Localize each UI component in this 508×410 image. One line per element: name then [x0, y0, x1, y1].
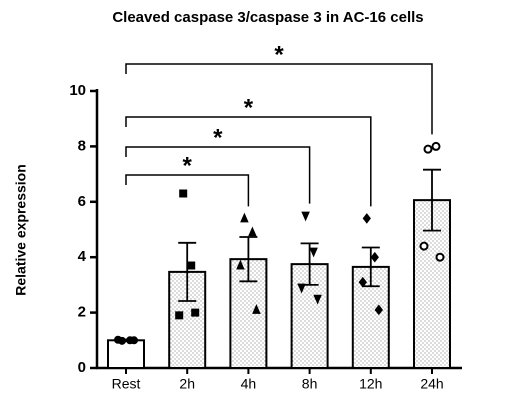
data-point [191, 308, 200, 317]
significance-label: * [274, 41, 284, 68]
data-point [435, 252, 445, 262]
y-tick-label: 10 [69, 82, 86, 99]
significance-label: * [213, 124, 223, 151]
y-tick-label: 2 [78, 304, 86, 321]
y-tick-label: 8 [78, 137, 86, 154]
x-tick-label: 24h [420, 376, 443, 392]
error-bar [239, 236, 258, 283]
bar [107, 339, 145, 369]
data-point [419, 241, 429, 251]
x-tick-label: 8h [302, 376, 318, 392]
data-point [240, 212, 249, 223]
data-point [313, 294, 322, 305]
y-tick-label: 6 [78, 193, 86, 210]
x-tick-label: 4h [241, 376, 257, 392]
data-point [175, 311, 184, 320]
data-point [179, 189, 188, 198]
data-point [236, 259, 245, 270]
error-bar [423, 168, 441, 232]
data-point [431, 141, 441, 151]
error-bar [178, 241, 197, 302]
significance-bracket [125, 116, 372, 207]
y-tick-label: 4 [78, 248, 87, 265]
data-point [297, 283, 306, 294]
data-point [370, 251, 379, 263]
chart-title: Cleaved caspase 3/caspase 3 in AC-16 cel… [112, 9, 423, 26]
data-point [358, 276, 367, 288]
y-tick-label: 0 [78, 359, 86, 376]
data-point [423, 144, 433, 154]
data-point [362, 213, 371, 224]
data-point [130, 336, 138, 345]
significance-bracket [125, 174, 250, 207]
x-tick-label: 2h [179, 376, 195, 392]
significance-bracket [125, 146, 311, 204]
y-axis-label: Relative expression [13, 164, 29, 296]
data-point [301, 211, 310, 222]
x-tick-label: Rest [112, 376, 141, 392]
x-tick-label: 12h [359, 376, 382, 392]
data-point [114, 335, 122, 344]
significance-bracket [125, 63, 433, 135]
significance-label: * [183, 152, 193, 179]
data-point [309, 247, 318, 258]
error-bar [361, 246, 380, 288]
data-point [248, 226, 257, 237]
data-point [187, 261, 196, 270]
significance-label: * [244, 94, 254, 121]
data-point [252, 304, 261, 314]
data-point [374, 304, 383, 316]
